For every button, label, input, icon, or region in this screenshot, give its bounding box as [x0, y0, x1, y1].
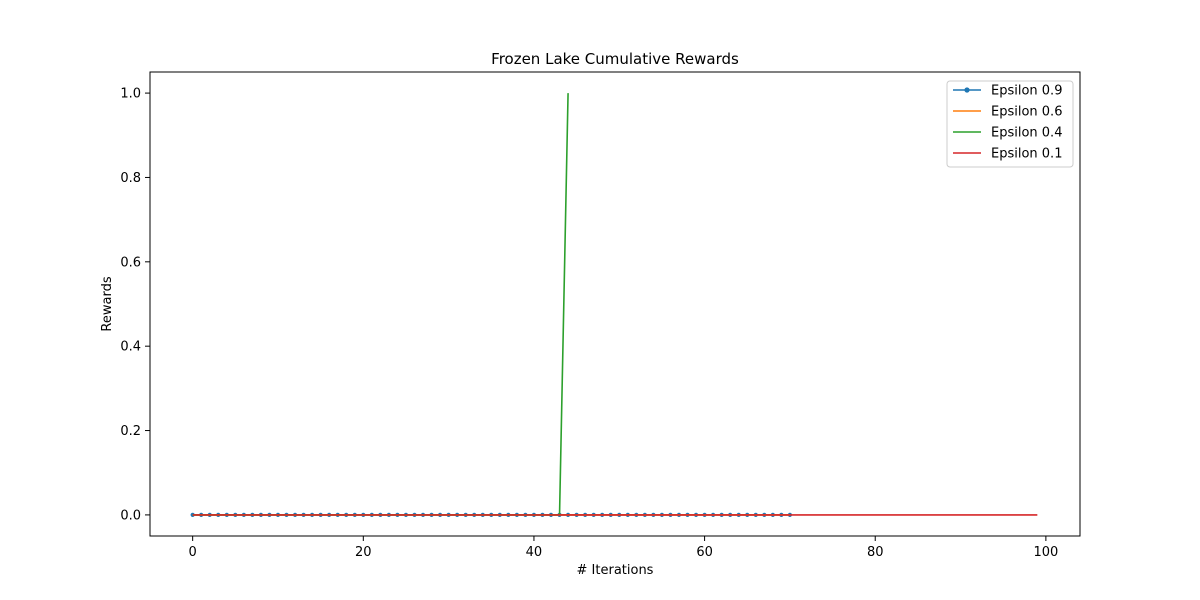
- legend-label: Epsilon 0.1: [991, 147, 1062, 162]
- legend-label: Epsilon 0.4: [991, 126, 1062, 141]
- legend-marker: [964, 87, 970, 93]
- y-tick-label: 1.0: [120, 87, 141, 102]
- chart-title: Frozen Lake Cumulative Rewards: [491, 50, 739, 68]
- y-tick-label: 0.2: [120, 424, 141, 439]
- x-tick-label: 40: [526, 545, 543, 560]
- x-tick-label: 60: [696, 545, 713, 560]
- y-tick-label: 0.8: [120, 171, 141, 186]
- plot-frame: [149, 71, 1081, 537]
- series-layer: [190, 93, 1038, 518]
- x-tick-label: 0: [189, 545, 197, 560]
- y-axis-label: Rewards: [100, 276, 115, 331]
- x-tick-label: 20: [355, 545, 372, 560]
- y-tick-label: 0.0: [120, 508, 141, 523]
- x-tick-label: 80: [867, 545, 884, 560]
- x-tick-label: 100: [1033, 545, 1058, 560]
- legend-box: [946, 80, 1074, 168]
- legend-items: Epsilon 0.9 Epsilon 0.6 Epsilon 0.4 Epsilon…: [953, 84, 1062, 162]
- legend: Epsilon 0.9 Epsilon 0.6 Epsilon 0.4 Epsilon…: [946, 80, 1074, 168]
- legend-label: Epsilon 0.6: [991, 105, 1062, 120]
- legend-label: Epsilon 0.9: [991, 84, 1062, 99]
- y-tick-label: 0.4: [120, 340, 141, 355]
- x-axis-label: # Iterations: [577, 563, 654, 578]
- y-tick-label: 0.6: [120, 255, 141, 270]
- axes-layer: 0 20 40 60 80 100 0.0 0.2 0.4 0.6 0.8 1.0: [120, 87, 1058, 560]
